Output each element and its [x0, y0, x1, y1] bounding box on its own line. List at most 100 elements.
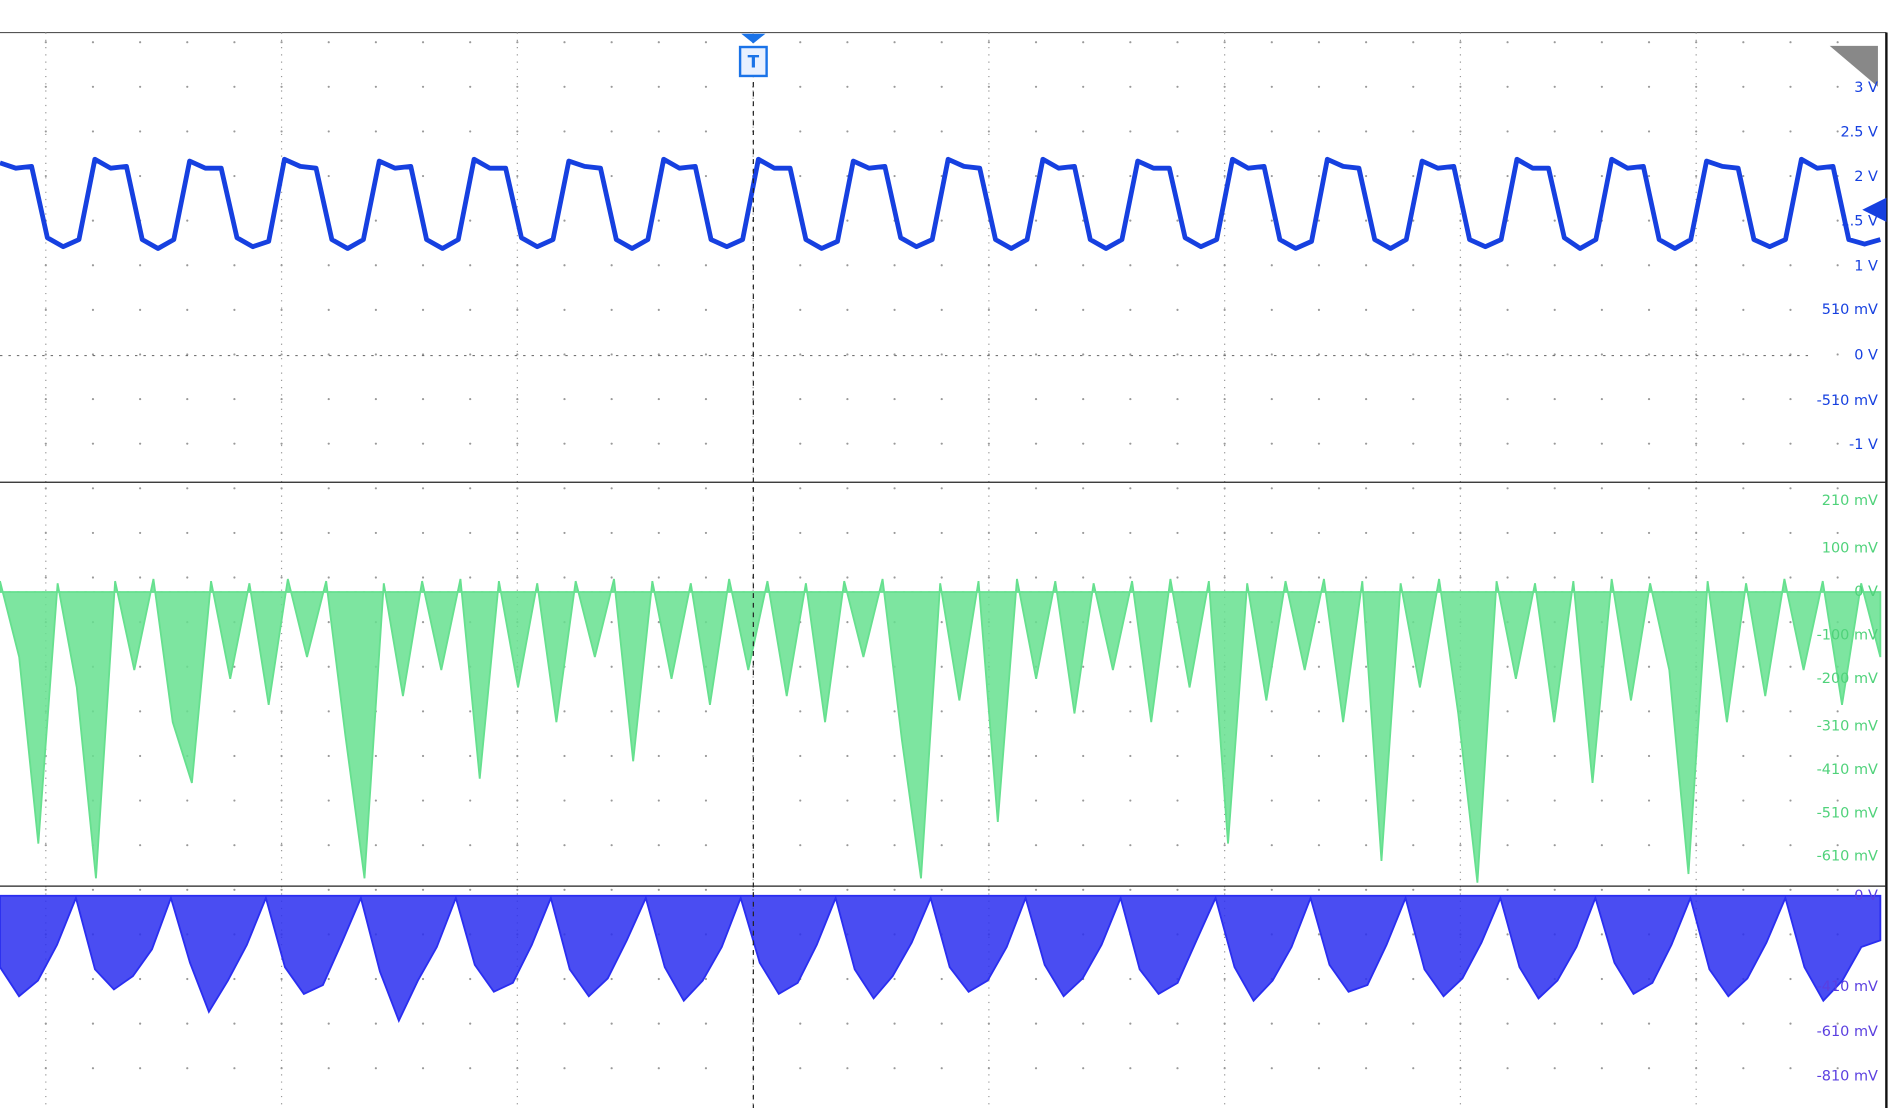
grid-dot	[1223, 264, 1226, 267]
grid-dot	[1176, 130, 1179, 133]
grid-dot	[1695, 799, 1698, 802]
corner-icon[interactable]	[1829, 45, 1878, 87]
grid-dot	[44, 487, 47, 490]
grid-dot	[940, 41, 943, 44]
grid-dot	[44, 576, 47, 579]
grid-dot	[516, 844, 519, 847]
grid-dot	[1176, 219, 1179, 222]
trigger-marker[interactable]: T	[738, 33, 768, 78]
grid-dot	[704, 85, 708, 88]
grid-dot	[1789, 442, 1792, 445]
grid-dot	[1836, 844, 1839, 847]
grid-dot	[469, 397, 472, 401]
grid-dot	[1553, 130, 1556, 133]
grid-dot	[846, 799, 849, 802]
grid-dot	[1317, 219, 1321, 222]
grid-dot	[1789, 487, 1792, 490]
grid-dot	[1365, 665, 1368, 668]
grid-dot	[1742, 85, 1745, 88]
grid-dot	[1506, 977, 1509, 981]
grid-dot	[233, 799, 236, 802]
grid-dot	[940, 665, 943, 668]
grid-dot	[1506, 130, 1509, 133]
grid-dot	[91, 397, 95, 401]
grid-dot	[846, 1067, 849, 1070]
grid-dot	[846, 1022, 849, 1025]
grid-dot	[752, 754, 755, 758]
grid-dot	[421, 576, 425, 579]
grid-dot	[1600, 1067, 1603, 1070]
grid-dot	[704, 888, 708, 891]
grid-dot	[233, 754, 236, 758]
grid-dot	[1412, 576, 1415, 579]
y-tick-label: 210 mV	[1822, 493, 1878, 509]
grid-dot	[1789, 844, 1792, 847]
y-tick-label: 2 V	[1854, 169, 1878, 185]
grid-dot	[1789, 576, 1792, 579]
grid-dot	[1553, 219, 1556, 222]
plots	[0, 156, 1882, 1024]
grid-dot	[846, 844, 849, 847]
grid-dot	[1412, 844, 1415, 847]
grid-dot	[893, 531, 896, 534]
grid-dot	[610, 130, 613, 133]
grid-dot	[1836, 754, 1839, 758]
grid-dot	[1082, 888, 1085, 891]
grid-dot	[280, 710, 283, 713]
grid-dot	[1034, 710, 1038, 713]
grid-dot	[1742, 1022, 1745, 1025]
grid-dot	[1506, 264, 1509, 267]
grid-dot	[1506, 531, 1509, 534]
grid-dot	[657, 308, 660, 311]
grid-dot	[752, 397, 755, 401]
grid-dot	[421, 264, 425, 267]
grid-dot	[1412, 799, 1415, 802]
grid-dot	[44, 264, 47, 267]
grid-dot	[1176, 710, 1179, 713]
grid-dot	[516, 977, 519, 981]
grid-dot	[610, 397, 613, 401]
grid-dot	[893, 1067, 896, 1070]
grid-dot	[1034, 977, 1038, 981]
grid-dot	[1789, 130, 1792, 133]
grid-dot	[610, 665, 613, 668]
channel-marker[interactable]	[1862, 197, 1887, 222]
grid-dot	[1034, 442, 1038, 445]
grid-dot	[704, 264, 708, 267]
grid-dot	[1034, 1022, 1038, 1025]
grid-dot	[987, 531, 990, 534]
grid-dot	[1270, 264, 1273, 267]
grid-dot	[1553, 576, 1556, 579]
grid-dot	[1176, 41, 1179, 44]
grid-dot	[374, 41, 377, 44]
grid-dot	[1129, 710, 1132, 713]
grid-dot	[1223, 576, 1226, 579]
grid-dot	[327, 85, 330, 88]
grid-dot	[1836, 219, 1839, 222]
grid-dot	[987, 308, 990, 311]
grid-dot	[91, 41, 95, 44]
grid-dot	[940, 487, 943, 490]
grid-dot	[44, 1022, 47, 1025]
grid-dot	[421, 977, 425, 981]
grid-dot	[1176, 353, 1179, 356]
grid-dot	[139, 85, 142, 88]
grid-dot	[893, 844, 896, 847]
grid-dot	[327, 264, 330, 267]
y-tick-label: -610 mV	[1817, 1024, 1878, 1040]
grid-dot	[1742, 264, 1745, 267]
grid-dot	[610, 308, 613, 311]
grid-dot	[1789, 621, 1792, 624]
grid-dot	[1836, 397, 1839, 401]
grid-dot	[1647, 264, 1651, 267]
grid-dot	[186, 799, 189, 802]
grid-dot	[1506, 174, 1509, 178]
grid-dot	[1742, 308, 1745, 311]
grid-dot	[327, 799, 330, 802]
grid-dot	[233, 264, 236, 267]
grid-dot	[1459, 1067, 1462, 1070]
grid-dot	[374, 1022, 377, 1025]
grid-dot	[1695, 397, 1698, 401]
grid-dot	[610, 353, 613, 356]
grid-dot	[1270, 308, 1273, 311]
